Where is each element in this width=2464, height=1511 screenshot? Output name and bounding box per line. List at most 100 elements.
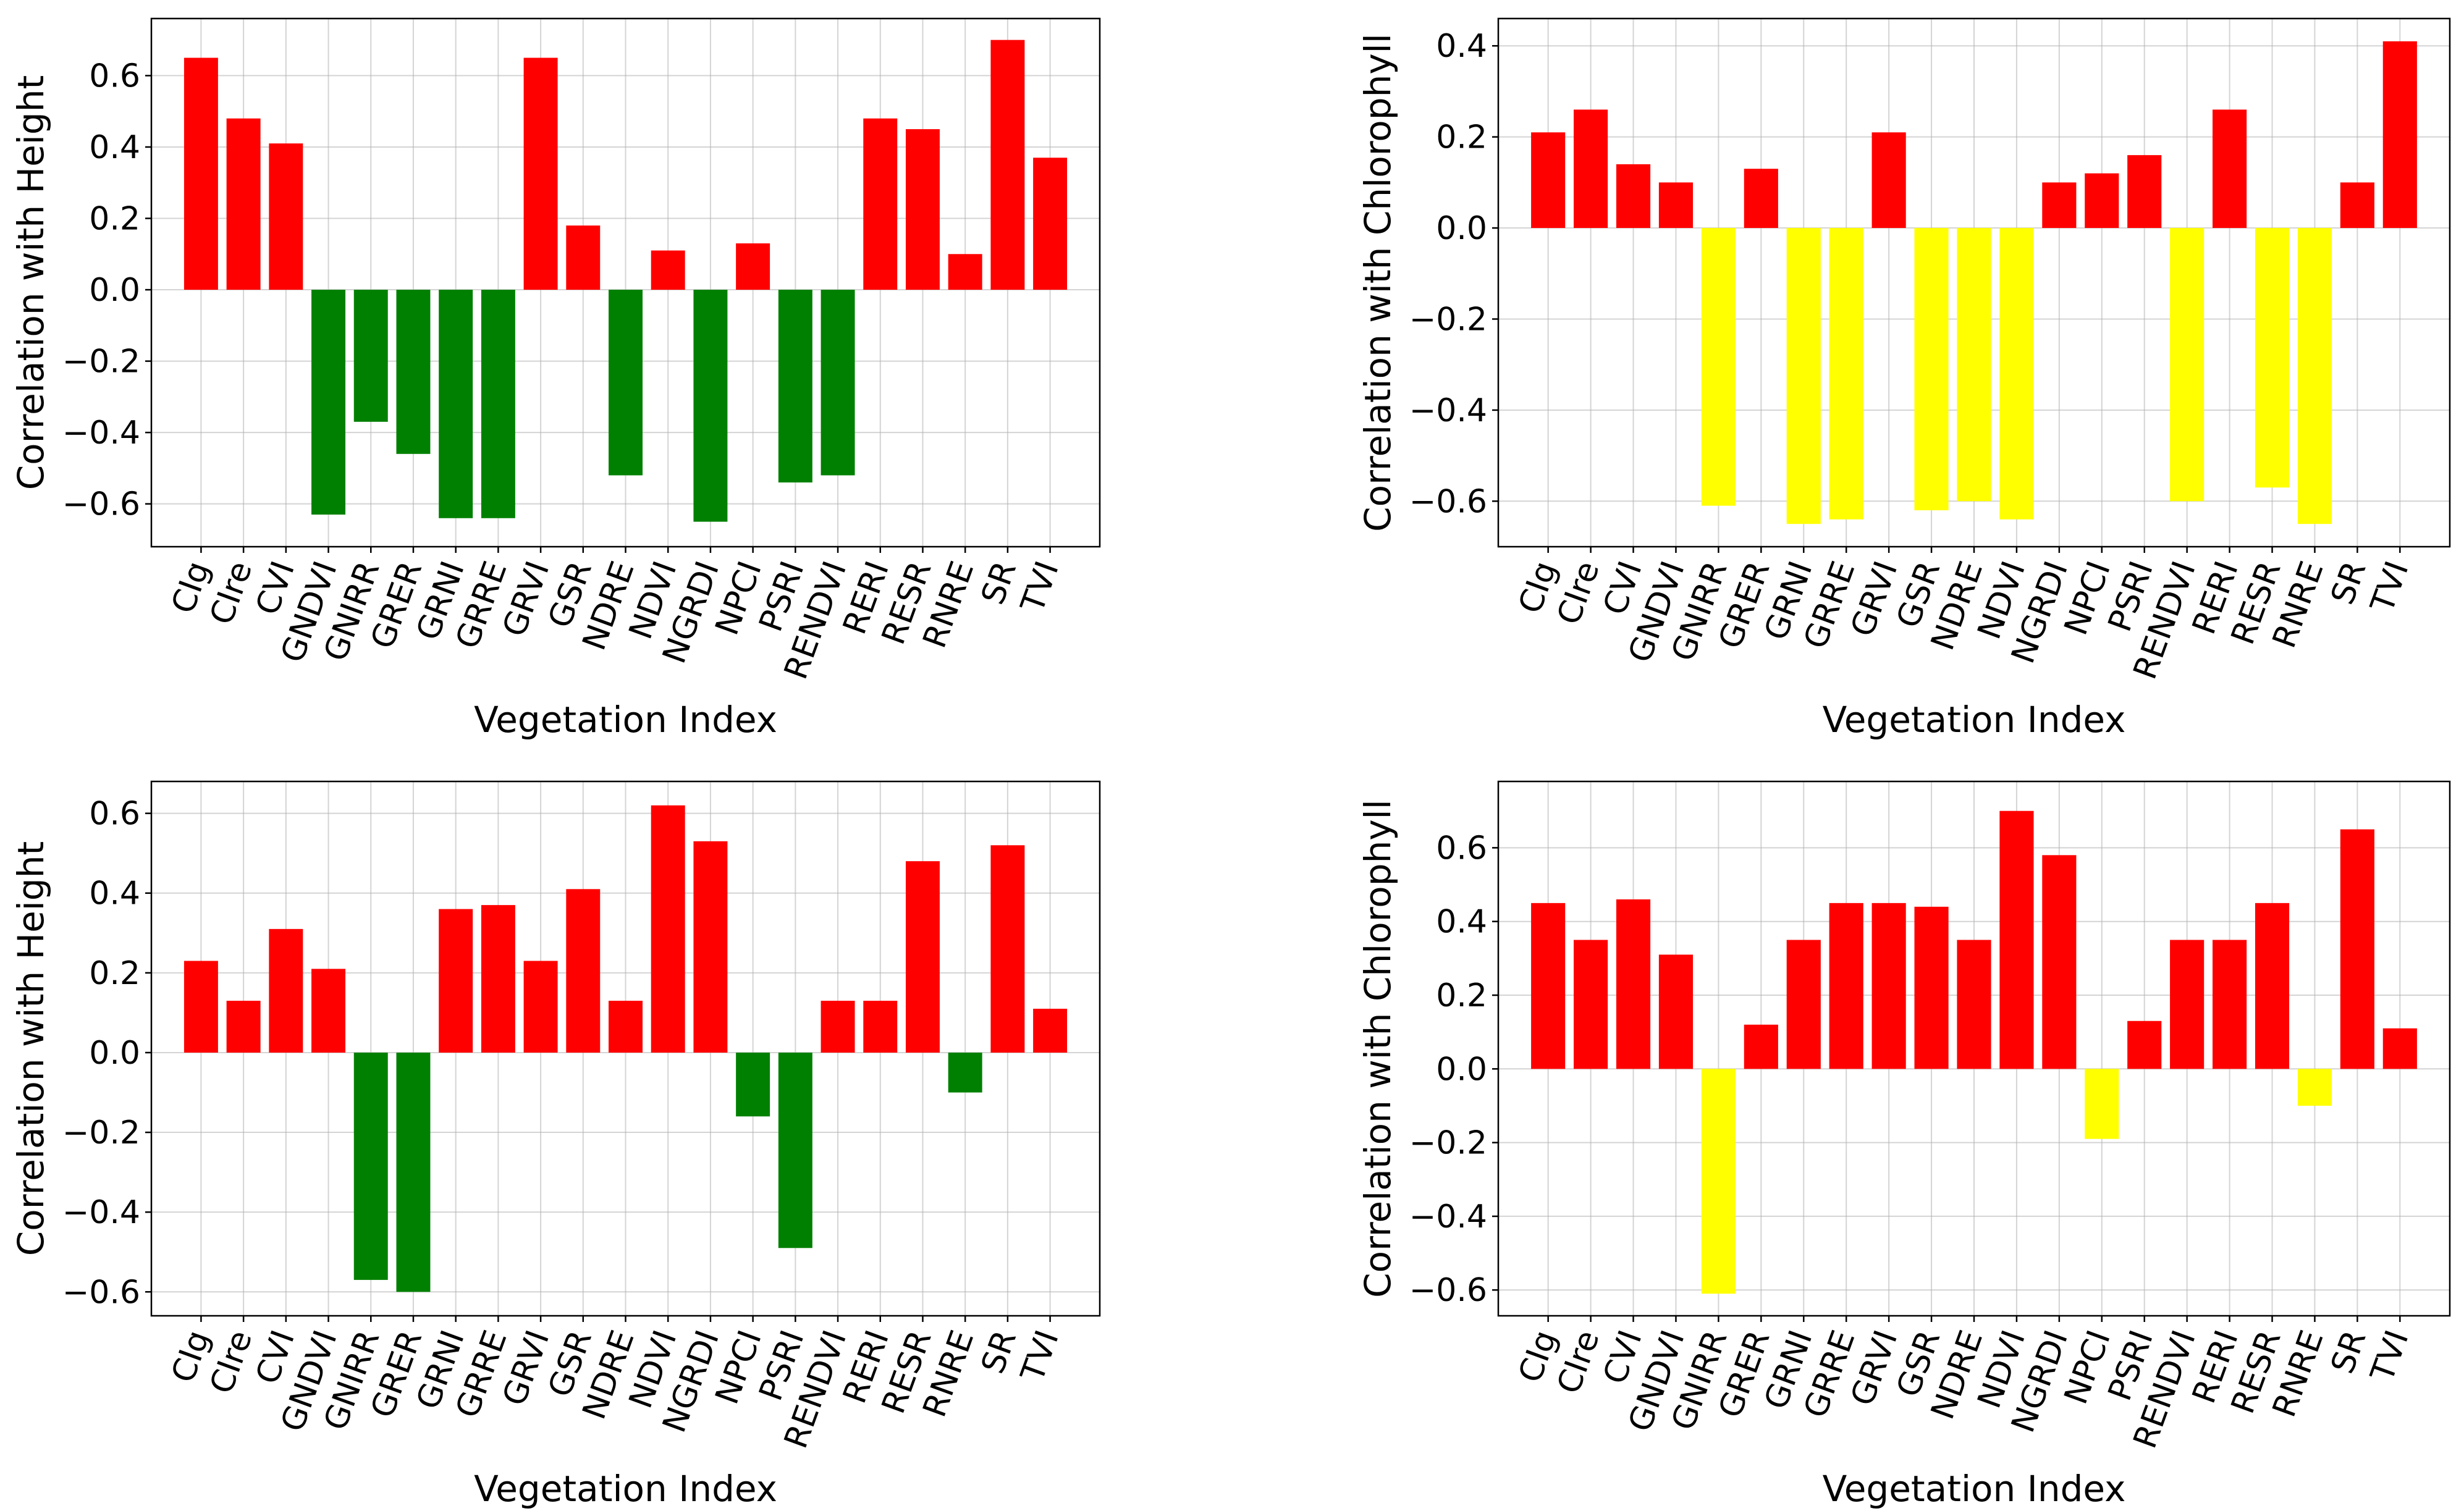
bar-rnre bbox=[2297, 1069, 2332, 1106]
bar-grer bbox=[396, 1052, 431, 1292]
bar-npci bbox=[2085, 173, 2119, 229]
y-tick-label: 0.4 bbox=[89, 129, 140, 166]
bar-grre bbox=[1829, 903, 1863, 1069]
chart-chlorophyll-bottom-right: −0.6−0.4−0.20.00.20.40.6CIgCIreCVIGNDVIG… bbox=[1357, 780, 2451, 1510]
bar-rendvi bbox=[2170, 228, 2205, 502]
bar-cig bbox=[184, 57, 218, 290]
bar-grni bbox=[439, 290, 473, 518]
bar-grer bbox=[1744, 1024, 1778, 1069]
bar-cig bbox=[1531, 132, 1566, 229]
bar-gnirr bbox=[353, 1052, 388, 1280]
bar-rendvi bbox=[821, 290, 855, 476]
y-tick-label: 0.6 bbox=[89, 57, 140, 95]
chart-chlorophyll-top-right: −0.6−0.4−0.20.00.20.4CIgCIreCVIGNDVIGNIR… bbox=[1357, 17, 2451, 741]
bar-reri bbox=[863, 118, 898, 290]
bar-grvi bbox=[1871, 903, 1906, 1069]
x-axis-label: Vegetation Index bbox=[1823, 699, 2126, 741]
bar-grre bbox=[481, 905, 515, 1053]
y-axis-label: Correlation with Height bbox=[10, 75, 52, 490]
bar-cig bbox=[1531, 903, 1566, 1069]
bar-cire bbox=[1574, 109, 1608, 229]
bar-grni bbox=[439, 909, 473, 1053]
chart-height-bottom-left: −0.6−0.4−0.20.00.20.40.6CIgCIreCVIGNDVIG… bbox=[10, 780, 1101, 1510]
bar-grvi bbox=[523, 57, 558, 290]
y-axis-label: Correlation with Chlorophyll bbox=[1357, 33, 1399, 532]
x-tick-label: TVI bbox=[1014, 1326, 1066, 1387]
bar-ngrdi bbox=[693, 290, 728, 522]
bar-gnirr bbox=[1701, 1069, 1736, 1294]
y-tick-label: 0.2 bbox=[1436, 977, 1487, 1014]
bar-grre bbox=[1829, 228, 1863, 520]
y-tick-label: 0.6 bbox=[89, 796, 140, 833]
bar-reri bbox=[863, 1001, 898, 1053]
bar-resr bbox=[905, 129, 940, 290]
y-tick-label: −0.6 bbox=[62, 486, 140, 523]
bar-sr bbox=[990, 845, 1025, 1053]
bar-tvi bbox=[2382, 1028, 2417, 1069]
x-axis-label: Vegetation Index bbox=[474, 699, 777, 741]
bar-psri bbox=[2127, 1021, 2162, 1069]
y-tick-label: −0.4 bbox=[1409, 1198, 1487, 1235]
x-tick-label: TVI bbox=[2364, 1326, 2416, 1387]
bar-cvi bbox=[1616, 164, 1651, 229]
bar-psri bbox=[778, 290, 812, 483]
bar-sr bbox=[2340, 182, 2374, 229]
bar-sr bbox=[2340, 829, 2374, 1069]
y-tick-label: 0.2 bbox=[89, 201, 140, 238]
bar-cig bbox=[184, 961, 218, 1053]
y-tick-label: −0.4 bbox=[62, 1194, 140, 1231]
bar-gnirr bbox=[353, 290, 388, 422]
bar-gndvi bbox=[311, 969, 346, 1053]
bar-ndvi bbox=[651, 250, 685, 290]
bar-gndvi bbox=[1658, 182, 1694, 229]
y-tick-label: −0.2 bbox=[62, 1114, 140, 1151]
bar-gndvi bbox=[1658, 954, 1694, 1069]
bar-rnre bbox=[948, 254, 982, 290]
bar-grni bbox=[1786, 940, 1821, 1069]
bar-resr bbox=[2255, 903, 2290, 1069]
bar-resr bbox=[905, 861, 940, 1053]
bar-ndre bbox=[609, 1001, 643, 1053]
bar-reri bbox=[2213, 940, 2247, 1069]
bar-psri bbox=[2127, 155, 2162, 229]
y-tick-label: 0.6 bbox=[1436, 830, 1487, 867]
bar-grre bbox=[481, 290, 515, 518]
bar-ngrdi bbox=[2042, 182, 2077, 229]
bar-sr bbox=[990, 40, 1025, 290]
y-tick-label: −0.6 bbox=[1409, 1272, 1487, 1309]
bar-cire bbox=[1574, 940, 1608, 1069]
y-tick-label: −0.2 bbox=[1409, 301, 1487, 338]
y-axis-label: Correlation with Chlorophyll bbox=[1357, 799, 1399, 1298]
y-tick-label: −0.6 bbox=[1409, 483, 1487, 520]
bar-cvi bbox=[1616, 899, 1651, 1069]
bar-gsr bbox=[566, 225, 601, 290]
bar-rnre bbox=[948, 1052, 982, 1093]
bar-ndvi bbox=[1999, 228, 2034, 520]
bar-ndre bbox=[609, 290, 643, 476]
bar-ngrdi bbox=[2042, 855, 2077, 1069]
bar-gnirr bbox=[1701, 228, 1736, 506]
bar-ndre bbox=[1957, 940, 1991, 1069]
bar-gsr bbox=[1914, 906, 1949, 1069]
bar-cire bbox=[226, 1001, 261, 1053]
bar-gndvi bbox=[311, 290, 346, 515]
bar-grni bbox=[1786, 228, 1821, 524]
y-tick-label: 0.4 bbox=[89, 875, 140, 912]
bar-ndvi bbox=[651, 805, 685, 1053]
bar-rendvi bbox=[821, 1001, 855, 1053]
y-tick-label: −0.4 bbox=[62, 415, 140, 452]
y-tick-label: −0.2 bbox=[62, 343, 140, 381]
bar-tvi bbox=[1033, 158, 1068, 290]
x-tick-label: TVI bbox=[1014, 557, 1066, 618]
bar-tvi bbox=[1033, 1008, 1068, 1053]
y-axis-label: Correlation with Height bbox=[10, 841, 52, 1256]
y-tick-label: 0.0 bbox=[89, 272, 140, 309]
bar-npci bbox=[736, 243, 770, 290]
bar-grer bbox=[396, 290, 431, 454]
bar-ngrdi bbox=[693, 841, 728, 1053]
bar-gsr bbox=[1914, 228, 1949, 511]
y-tick-label: 0.4 bbox=[1436, 904, 1487, 941]
bar-grvi bbox=[523, 961, 558, 1053]
bar-cvi bbox=[269, 928, 303, 1053]
bar-npci bbox=[736, 1052, 770, 1117]
